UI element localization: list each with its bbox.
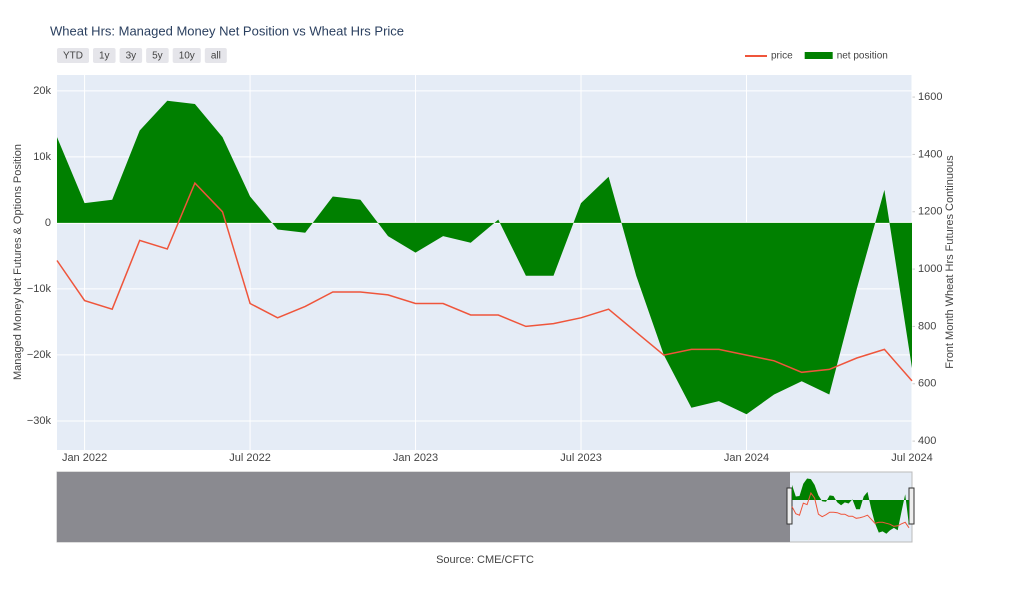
range-slider-handle[interactable] [908,487,915,525]
source-note: Source: CME/CFTC [436,554,534,566]
y-tick-label: 0 [45,217,51,229]
x-tick-label: Jan 2024 [724,452,769,464]
slider-line [791,491,910,529]
area [57,100,912,415]
y-tick-label: −10k [27,283,52,295]
range-button-label: YTD [63,51,83,62]
range-button-bg [57,48,89,63]
x-tick-label: Jan 2022 [62,452,107,464]
range-button-label: 1y [99,51,110,62]
legend-swatch [804,52,833,59]
y2-axis-title: Front Month Wheat Hrs Futures Continuous [944,155,956,369]
chart-title: Wheat Hrs: Managed Money Net Position vs… [50,23,404,38]
range-button[interactable]: all [204,48,227,63]
legend-label: net position [837,51,888,62]
y-tick-label: 10k [33,151,51,163]
x-tick-label: Jul 2023 [560,452,602,464]
y2-tick-label: 1600 [918,91,942,103]
y2-tick-label: 400 [918,435,936,447]
range-button[interactable]: 10y [172,48,201,63]
range-button[interactable]: 5y [146,48,169,63]
range-button-bg [93,48,116,63]
range-slider-handle[interactable] [786,487,793,525]
y2-tick-label: 1400 [918,148,942,160]
x-tick-label: Jul 2024 [891,452,933,464]
range-slider-mask [57,472,790,542]
x-tick-label: Jan 2023 [393,452,438,464]
line [56,181,913,382]
slider-area [792,478,909,534]
x-tick-label: Jul 2022 [229,452,271,464]
range-button[interactable]: 1y [93,48,116,63]
range-button[interactable]: 3y [119,48,143,63]
range-button-bg [146,48,169,63]
range-button-label: all [211,51,221,62]
range-button-bg [119,48,143,63]
range-button-bg [172,48,201,63]
range-button-label: 5y [152,51,163,62]
y2-tick-label: 1000 [918,263,942,275]
range-button[interactable]: YTD [57,48,89,63]
range-button-bg [204,48,227,63]
y-tick-label: −30k [27,415,52,427]
y-axis-title: Managed Money Net Futures & Options Posi… [12,144,24,380]
y2-tick-label: 1200 [918,206,942,218]
range-button-label: 3y [126,51,137,62]
y2-tick-label: 800 [918,320,936,332]
y2-tick-label: 600 [918,378,936,390]
legend-label: price [771,51,793,62]
range-button-label: 10y [179,51,195,62]
y-tick-label: −20k [27,349,52,361]
y-tick-label: 20k [33,85,51,97]
